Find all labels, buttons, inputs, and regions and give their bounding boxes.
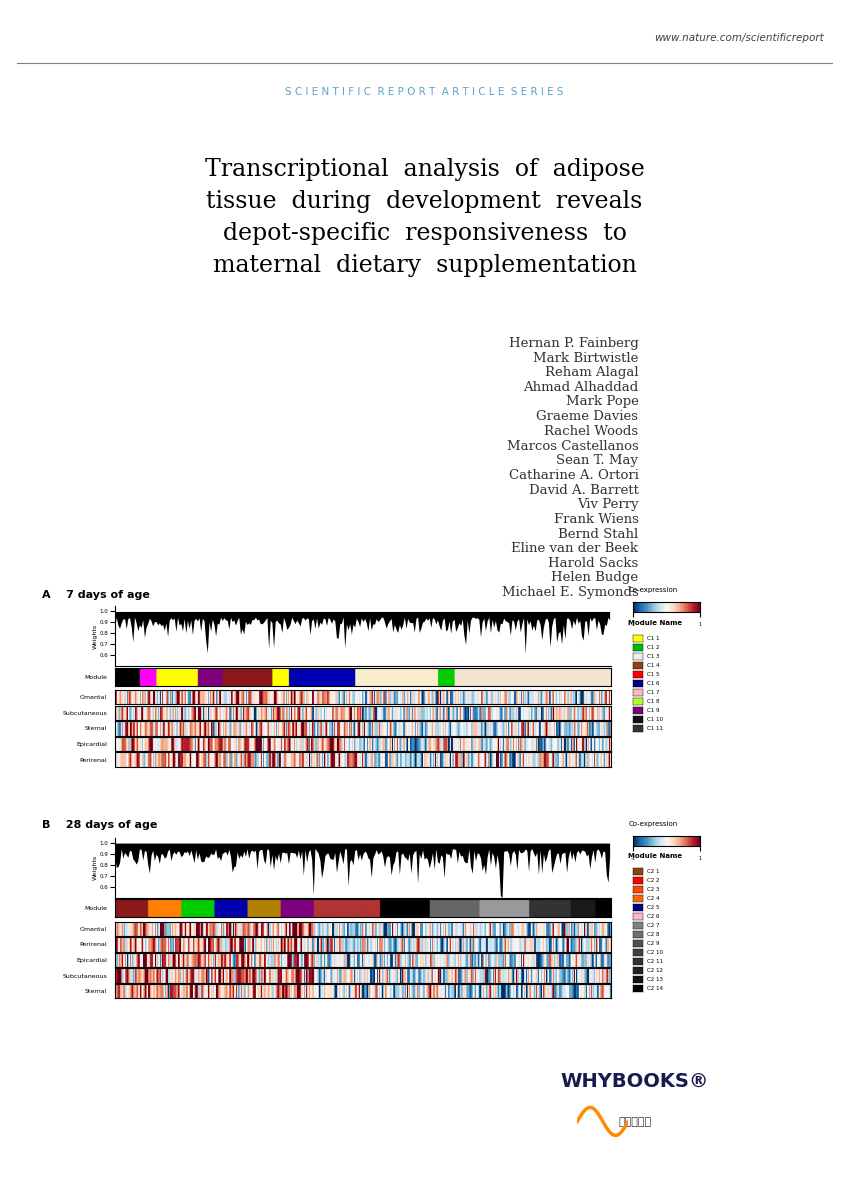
Text: C2 5: C2 5 xyxy=(647,905,660,910)
Text: 주와이북스: 주와이북스 xyxy=(618,1116,651,1127)
Text: Hernan P. Fainberg: Hernan P. Fainberg xyxy=(509,337,638,350)
Text: Mark Birtwistle: Mark Birtwistle xyxy=(533,352,638,365)
Text: C2 13: C2 13 xyxy=(647,977,663,982)
Text: Bernd Stahl: Bernd Stahl xyxy=(558,528,638,540)
Text: Rachel Woods: Rachel Woods xyxy=(544,425,638,438)
Text: C1 1: C1 1 xyxy=(647,636,660,641)
Text: C1 4: C1 4 xyxy=(647,662,660,668)
Text: B    28 days of age: B 28 days of age xyxy=(42,820,158,830)
Text: C1 2: C1 2 xyxy=(647,644,660,650)
Text: Module Name: Module Name xyxy=(628,852,683,859)
Text: Co-expression: Co-expression xyxy=(628,821,678,828)
Text: WHYBOOKS®: WHYBOOKS® xyxy=(560,1072,709,1091)
Text: C1 9: C1 9 xyxy=(647,708,660,713)
Text: Reham Alagal: Reham Alagal xyxy=(545,366,638,379)
Text: C1 10: C1 10 xyxy=(647,716,663,722)
Text: C2 10: C2 10 xyxy=(647,949,663,955)
Text: Mark Pope: Mark Pope xyxy=(565,396,638,408)
Text: C1 7: C1 7 xyxy=(647,690,660,695)
Text: C2 9: C2 9 xyxy=(647,941,660,946)
Text: C2 1: C2 1 xyxy=(647,869,660,874)
Text: C1 11: C1 11 xyxy=(647,726,663,731)
Text: Catharine A. Ortori: Catharine A. Ortori xyxy=(509,469,638,482)
Text: C1 6: C1 6 xyxy=(647,680,660,686)
Text: A    7 days of age: A 7 days of age xyxy=(42,589,150,600)
Text: C2 12: C2 12 xyxy=(647,967,663,973)
Text: Eline van der Beek: Eline van der Beek xyxy=(511,542,638,556)
Text: Viv Perry: Viv Perry xyxy=(576,498,638,511)
Text: Marcos Castellanos: Marcos Castellanos xyxy=(507,439,638,452)
Text: Helen Budge: Helen Budge xyxy=(551,571,638,584)
Text: Frank Wiens: Frank Wiens xyxy=(554,512,638,526)
Text: C1 3: C1 3 xyxy=(647,654,660,659)
Y-axis label: Weights: Weights xyxy=(93,624,98,648)
Text: C2 3: C2 3 xyxy=(647,887,660,892)
Text: S C I E N T I F I C  R E P O R T  A R T I C L E  S E R I E S: S C I E N T I F I C R E P O R T A R T I … xyxy=(285,86,564,97)
Text: C2 6: C2 6 xyxy=(647,913,660,919)
Text: www.nature.com/scientificreport: www.nature.com/scientificreport xyxy=(654,32,824,43)
Text: Ahmad Alhaddad: Ahmad Alhaddad xyxy=(523,380,638,394)
Text: C2 7: C2 7 xyxy=(647,923,660,928)
Text: Sean T. May: Sean T. May xyxy=(556,454,638,467)
Text: C2 11: C2 11 xyxy=(647,959,663,964)
Text: Co-expression: Co-expression xyxy=(628,587,678,593)
Text: Michael E. Symonds: Michael E. Symonds xyxy=(502,586,638,599)
Text: C2 2: C2 2 xyxy=(647,877,660,883)
Text: Transcriptional  analysis  of  adipose
tissue  during  development  reveals
depo: Transcriptional analysis of adipose tiss… xyxy=(205,157,644,277)
Text: Harold Sacks: Harold Sacks xyxy=(548,557,638,570)
Text: Module Name: Module Name xyxy=(628,619,683,626)
Text: David A. Barrett: David A. Barrett xyxy=(529,484,638,497)
Text: Graeme Davies: Graeme Davies xyxy=(537,410,638,424)
Text: C1 8: C1 8 xyxy=(647,698,660,704)
Text: C2 14: C2 14 xyxy=(647,985,663,991)
Text: C2 8: C2 8 xyxy=(647,931,660,937)
Text: C1 5: C1 5 xyxy=(647,672,660,677)
Text: C2 4: C2 4 xyxy=(647,895,660,901)
Y-axis label: Weights: Weights xyxy=(93,856,98,880)
